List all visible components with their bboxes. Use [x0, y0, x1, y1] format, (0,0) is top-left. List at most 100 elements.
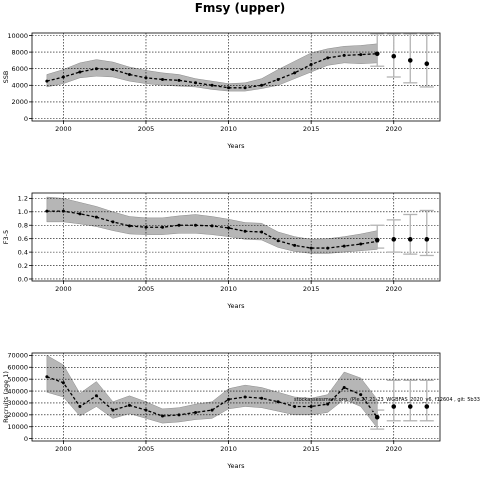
recruits-ytick-label: 0 [24, 435, 28, 443]
f-data-point [210, 224, 214, 228]
recruits-data-point [177, 413, 181, 417]
f-projection-point [374, 237, 380, 243]
recruits-ytick-label: 40000 [7, 387, 28, 395]
ssb-xtick-label: 2010 [220, 125, 237, 133]
f-data-point [194, 223, 198, 227]
recruits-data-point [94, 394, 98, 398]
f-xtick-label: 2020 [385, 285, 402, 293]
ssb-projection-point [391, 53, 397, 59]
recruits-ytick-label: 70000 [7, 352, 28, 360]
recruits-ytick-label: 60000 [7, 364, 28, 372]
f-projection-point [424, 237, 430, 242]
recruits-ytick-label: 10000 [7, 423, 28, 431]
f-xaxis-label: Years [226, 302, 245, 310]
ssb-xtick-label: 2020 [385, 125, 402, 133]
ssb-data-point [227, 86, 231, 90]
ssb-xtick-label: 2000 [55, 125, 72, 133]
ssb-ytick-label: 0 [24, 115, 28, 123]
f-xtick-label: 2015 [303, 285, 320, 293]
figure-title: Fmsy (upper) [195, 1, 286, 15]
f-data-point [359, 242, 363, 246]
f-projection-point [407, 237, 413, 242]
recruits-ytick-label: 50000 [7, 375, 28, 383]
recruits-data-point [210, 408, 214, 412]
ssb-estimate-line [46, 53, 378, 89]
recruits-xtick-label: 2005 [138, 445, 155, 453]
f-data-point [276, 239, 280, 243]
recruits-ytick-label: 20000 [7, 411, 28, 419]
recruits-projection-point [407, 404, 413, 409]
f-data-point [309, 246, 313, 250]
f-data-point [144, 225, 148, 229]
ssb-projection-point [374, 51, 380, 57]
ssb-ytick-label: 4000 [11, 82, 28, 90]
recruits-data-point [326, 402, 330, 406]
ssb-ytick-label: 10000 [7, 32, 28, 40]
panel-fishing-mortality: 2000 2005 2010 2015 2020 0.0 0.2 0.4 0.6 0.8 1.0 1.… [2, 192, 441, 310]
recruits-data-point [293, 405, 297, 409]
f-data-point [78, 212, 82, 216]
recruits-data-point [144, 408, 148, 412]
f-xtick-label: 2005 [138, 285, 155, 293]
f-ytick-label: 1.0 [18, 208, 28, 216]
recruits-ytick-label: 30000 [7, 399, 28, 407]
ssb-projection-point [424, 61, 430, 67]
ssb-data-point [342, 53, 346, 57]
ssb-data-point [160, 77, 164, 81]
f-ytick-label: 0.0 [18, 275, 28, 283]
ssb-data-point [359, 53, 363, 57]
f-ytick-label: 0.2 [18, 262, 28, 270]
ssb-ytick-label: 2000 [11, 98, 28, 106]
f-data-point [260, 230, 264, 234]
ssb-data-point [293, 71, 297, 75]
ssb-data-point [243, 86, 247, 90]
f-data-point [160, 225, 164, 229]
ssb-projection-point [407, 58, 413, 63]
f-yaxis-label: F3-5 [2, 230, 10, 244]
ssb-data-point [276, 77, 280, 81]
recruits-plot-frame [31, 352, 441, 442]
ssb-xtick-label: 2015 [303, 125, 320, 133]
recruits-data-point [309, 405, 313, 409]
recruits-data-point [342, 385, 346, 389]
ssb-data-point [210, 83, 214, 87]
ssb-data-point [94, 67, 98, 71]
recruits-data-point [61, 381, 65, 385]
ssb-yaxis-label: SSB [2, 71, 10, 84]
ssb-data-point [144, 76, 148, 80]
recruits-data-point [260, 396, 264, 400]
recruits-data-point [276, 400, 280, 404]
recruits-yaxis-label: Recruits (age 1) [2, 371, 10, 423]
panel-recruits: 2000 2005 2010 2015 2020 0 10000 20000 30000 4000… [2, 352, 480, 470]
recruits-projection-point [374, 414, 380, 420]
ssb-ytick-label: 6000 [11, 65, 28, 73]
recruits-xaxis-label: Years [226, 462, 245, 470]
f-data-point [293, 243, 297, 247]
recruits-xtick-label: 2000 [55, 445, 72, 453]
recruits-projection-point [424, 404, 430, 409]
recruits-xtick-label: 2015 [303, 445, 320, 453]
recruits-data-point [359, 393, 363, 397]
ssb-data-point [111, 68, 115, 72]
ssb-xtick-label: 2005 [138, 125, 155, 133]
recruits-data-point [78, 405, 82, 409]
f-data-point [326, 246, 330, 250]
recruits-confidence-band [46, 355, 378, 429]
f-data-point [94, 215, 98, 219]
f-xtick-label: 2000 [55, 285, 72, 293]
f-ytick-label: 1.2 [18, 195, 28, 203]
f-data-point [227, 226, 231, 230]
ssb-data-point [127, 73, 131, 77]
ssb-data-point [326, 56, 330, 60]
ssb-data-point [309, 63, 313, 67]
f-projection-point [391, 237, 397, 242]
f-plot-frame [31, 192, 441, 282]
f-data-point [61, 209, 65, 213]
recruits-data-point [127, 403, 131, 407]
f-ytick-label: 0.6 [18, 235, 28, 243]
f-data-point [243, 229, 247, 233]
f-data-point [342, 244, 346, 248]
ssb-data-point [45, 79, 49, 83]
ssb-data-point [194, 81, 198, 85]
